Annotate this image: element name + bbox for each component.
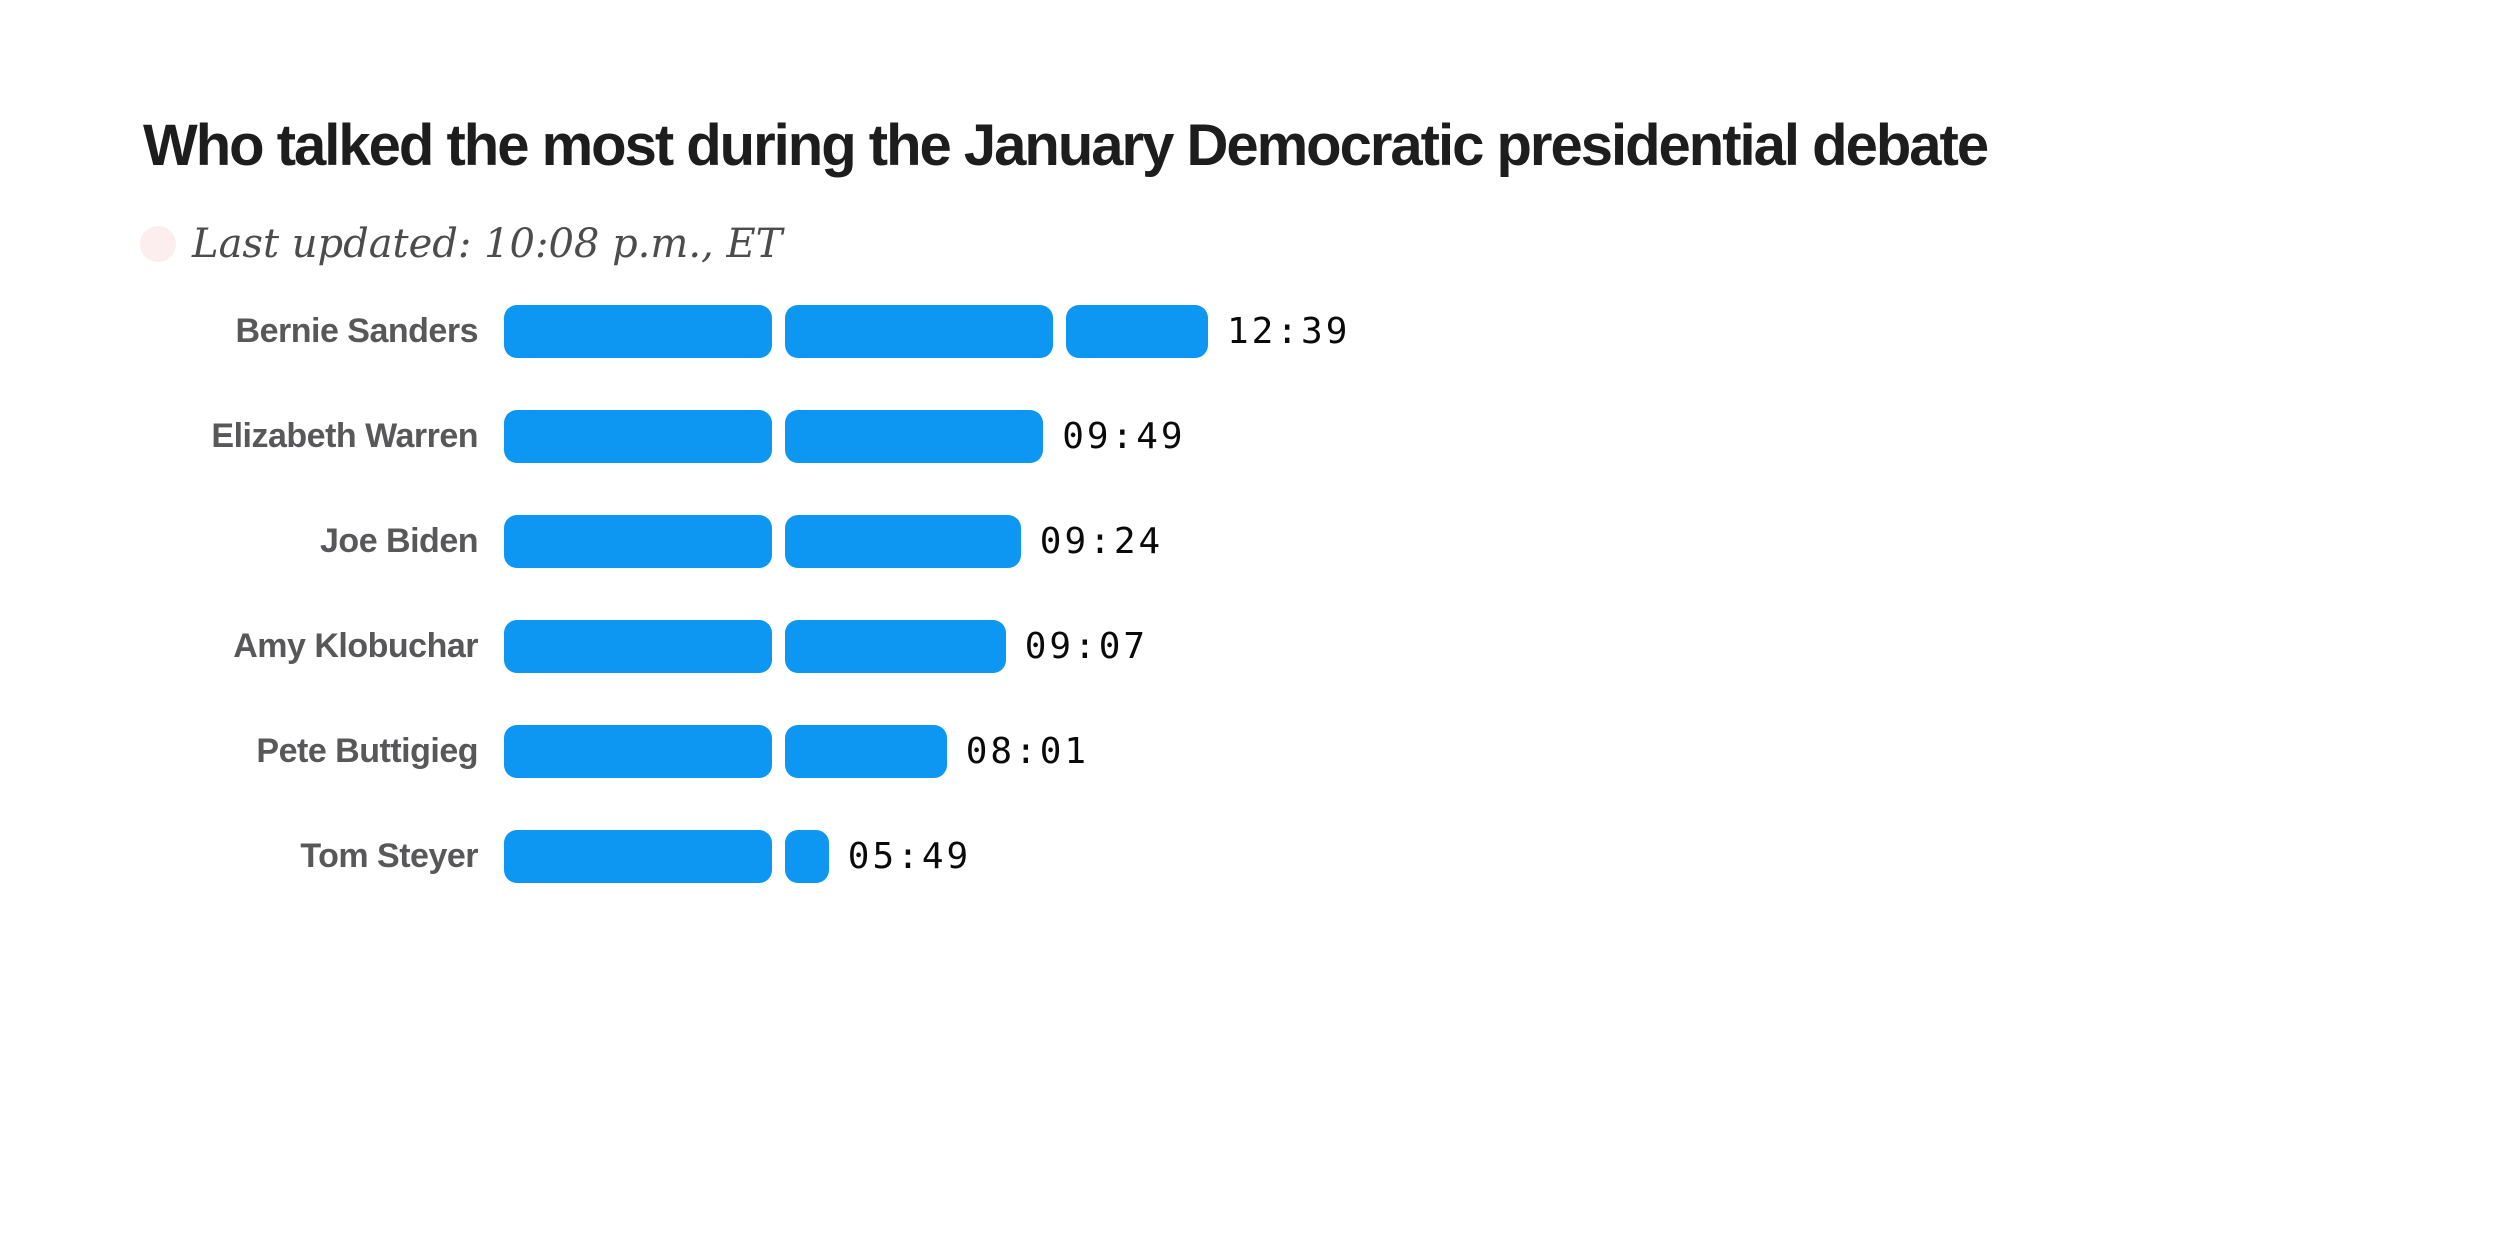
candidate-label: Bernie Sanders xyxy=(235,312,479,350)
bar-chart: Bernie Sanders 12:39 Elizabeth Warren 09… xyxy=(118,279,1350,909)
last-updated-row: Last updated: 10:08 p.m., ET xyxy=(140,218,782,270)
speaking-time-value: 09:07 xyxy=(1024,626,1149,667)
chart-row: Amy Klobuchar 09:07 xyxy=(118,594,1350,699)
candidate-label: Joe Biden xyxy=(320,522,478,560)
bar-segment xyxy=(504,515,772,568)
chart-row: Pete Buttigieg 08:01 xyxy=(118,699,1350,804)
speaking-time-bar xyxy=(504,830,829,883)
bar-segment xyxy=(785,725,947,778)
candidate-label: Tom Steyer xyxy=(300,837,478,875)
speaking-time-value: 09:49 xyxy=(1062,416,1186,457)
bar-segment xyxy=(785,515,1021,568)
chart-row: Tom Steyer 05:49 xyxy=(118,804,1350,909)
bar-segment xyxy=(504,725,772,778)
page-title: Who talked the most during the January D… xyxy=(143,113,1989,178)
speaking-time-value: 08:01 xyxy=(965,731,1090,772)
speaking-time-bar xyxy=(504,620,1006,673)
candidate-label: Amy Klobuchar xyxy=(233,627,478,665)
candidate-label: Elizabeth Warren xyxy=(211,417,478,455)
speaking-time-value: 05:49 xyxy=(847,836,972,877)
speaking-time-bar xyxy=(504,515,1021,568)
speaking-time-value: 12:39 xyxy=(1227,311,1351,352)
bar-segment xyxy=(785,305,1053,358)
bar-segment xyxy=(785,620,1006,673)
bar-segment xyxy=(504,305,772,358)
bar-segment xyxy=(1066,305,1208,358)
bar-segment xyxy=(785,410,1044,463)
bar-segment xyxy=(504,830,772,883)
last-updated-text: Last updated: 10:08 p.m., ET xyxy=(192,221,783,267)
bar-segment xyxy=(504,620,772,673)
chart-row: Joe Biden 09:24 xyxy=(118,489,1350,594)
bar-segment xyxy=(785,830,829,883)
speaking-time-bar xyxy=(504,725,947,778)
candidate-label: Pete Buttigieg xyxy=(256,732,478,770)
live-indicator-icon xyxy=(140,226,176,262)
bar-segment xyxy=(504,410,772,463)
chart-row: Elizabeth Warren 09:49 xyxy=(118,384,1350,489)
speaking-time-value: 09:24 xyxy=(1039,521,1164,562)
speaking-time-bar xyxy=(504,305,1208,358)
chart-row: Bernie Sanders 12:39 xyxy=(118,279,1350,384)
speaking-time-bar xyxy=(504,410,1044,463)
